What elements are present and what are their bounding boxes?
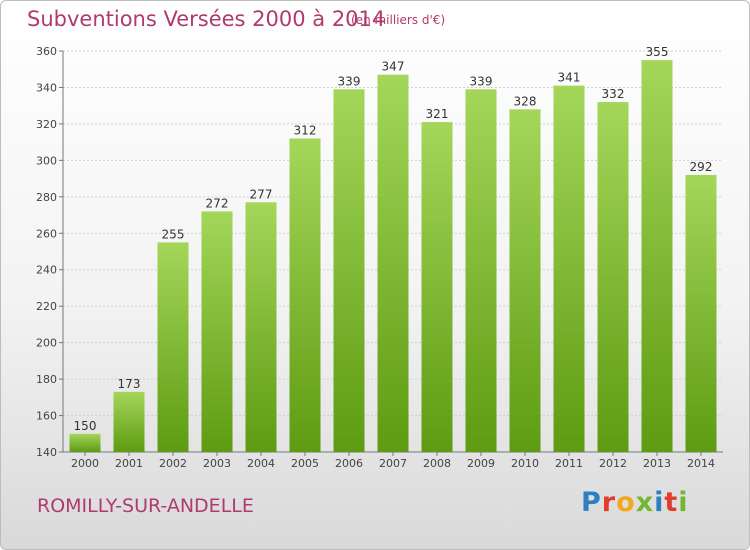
y-tick-label: 180 [36,373,57,386]
data-label: 332 [602,87,625,101]
labels: 2000 150 2001 173 2002 255 2003 272 2004 277 2005 3… [71,45,715,470]
bar [69,433,101,452]
city-name: ROMILLY-SUR-ANDELLE [37,495,254,517]
data-label: 347 [382,60,405,74]
logo-letter: r [601,487,617,518]
x-tick-label: 2007 [379,457,407,470]
x-tick-label: 2001 [115,457,143,470]
x-tick-label: 2003 [203,457,231,470]
chart-title: Subventions Versées 2000 à 2014 [27,7,386,31]
bar [641,60,673,452]
logo-letter: P [581,487,602,518]
x-tick-label: 2011 [555,457,583,470]
y-tick-label: 340 [36,81,57,94]
bar [289,138,321,452]
logo-letter: o [616,487,636,518]
bar [421,122,453,452]
axes: 140 160 180 200 220 240 260 280 300 320 340 360 [36,45,723,459]
bar [377,74,409,452]
data-label: 328 [514,94,537,108]
bar [113,391,145,452]
proxiti-logo: Proxiti [581,487,689,518]
logo-letter: x [635,487,655,518]
chart-subtitle: (en milliers d'€) [351,13,446,27]
x-tick-label: 2012 [599,457,627,470]
y-tick-label: 140 [36,446,57,459]
bar [333,89,365,452]
bar [509,109,541,452]
bars [69,60,717,453]
bar [245,202,277,452]
data-label: 355 [646,45,669,59]
data-label: 339 [470,74,493,88]
x-tick-label: 2013 [643,457,671,470]
data-label: 321 [426,107,449,121]
x-tick-label: 2010 [511,457,539,470]
x-tick-label: 2000 [71,457,99,470]
bar [465,89,497,452]
bar [553,85,585,452]
data-label: 339 [338,74,361,88]
y-tick-label: 300 [36,154,57,167]
x-tick-label: 2004 [247,457,275,470]
data-label: 341 [558,71,581,85]
y-tick-label: 360 [36,45,57,58]
data-label: 292 [690,160,713,174]
logo-letter: t [664,487,679,518]
data-label: 272 [206,196,229,210]
data-label: 312 [294,123,317,137]
x-tick-label: 2008 [423,457,451,470]
x-tick-label: 2005 [291,457,319,470]
x-tick-label: 2006 [335,457,363,470]
bar [201,211,233,452]
y-tick-label: 220 [36,300,57,313]
y-tick-label: 160 [36,410,57,423]
bar [597,102,629,452]
y-tick-label: 260 [36,227,57,240]
data-label: 150 [74,419,97,433]
logo-letter: i [678,487,689,518]
data-label: 277 [250,187,273,201]
logo-letter: i [654,487,665,518]
y-tick-label: 200 [36,337,57,350]
x-tick-label: 2002 [159,457,187,470]
x-tick-label: 2014 [687,457,715,470]
y-tick-label: 240 [36,264,57,277]
y-tick-label: 320 [36,118,57,131]
bar [685,174,717,453]
data-label: 255 [162,227,185,241]
bar [157,242,189,452]
x-tick-label: 2009 [467,457,495,470]
y-tick-label: 280 [36,191,57,204]
data-label: 173 [118,377,141,391]
